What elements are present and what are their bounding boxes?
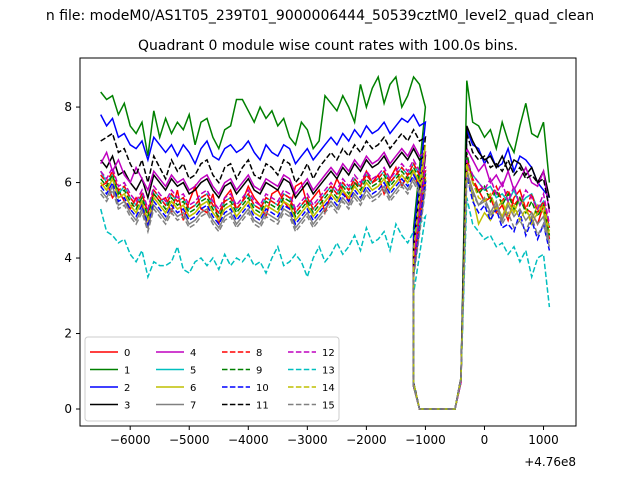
legend-label-8: 8 <box>256 348 262 359</box>
series-line-7 <box>100 170 551 410</box>
y-tick-label: 6 <box>64 176 72 190</box>
legend-box <box>84 336 340 422</box>
series-line-15 <box>100 178 551 410</box>
x-tick-label: −3000 <box>287 433 328 447</box>
x-tick-label: 0 <box>481 433 489 447</box>
series-line-8 <box>100 159 551 410</box>
series-line-13 <box>99 197 551 410</box>
legend-label-14: 14 <box>322 383 335 394</box>
legend-label-1: 1 <box>124 366 130 377</box>
plot-frame <box>79 57 577 427</box>
x-tick-label: −5000 <box>169 433 210 447</box>
x-offset-label: +4.76e8 <box>524 455 576 469</box>
legend-label-12: 12 <box>322 348 335 359</box>
x-tick-label: −1000 <box>405 433 446 447</box>
legend-label-3: 3 <box>124 401 130 412</box>
legend-label-7: 7 <box>190 401 196 412</box>
series-line-14 <box>100 144 551 410</box>
x-axis: −6000 −5000 −4000 −3000 −2000 −1000 0 1000 <box>110 426 559 447</box>
series-line-3 <box>100 125 551 410</box>
chart-title: Quadrant 0 module wise count rates with … <box>138 38 518 54</box>
legend-label-9: 9 <box>256 366 262 377</box>
series-line-1 <box>100 74 551 410</box>
plot-lines <box>99 74 551 410</box>
series-line-4 <box>100 143 551 410</box>
legend-label-5: 5 <box>190 366 196 377</box>
chart-suptitle: n file: modeM0/AS1T05_239T01_9000006444_… <box>46 8 594 24</box>
legend-label-13: 13 <box>322 366 335 377</box>
legend-label-10: 10 <box>256 383 269 394</box>
legend-label-2: 2 <box>124 383 130 394</box>
series-line-11 <box>100 128 551 410</box>
y-tick-label: 0 <box>64 402 72 416</box>
y-tick-label: 4 <box>64 251 72 265</box>
x-tick-label: −4000 <box>228 433 269 447</box>
legend-label-6: 6 <box>190 383 196 394</box>
y-tick-label: 8 <box>64 100 72 114</box>
series-line-10 <box>100 173 551 410</box>
y-tick-label: 2 <box>64 327 72 341</box>
x-tick-label: −6000 <box>110 433 151 447</box>
x-tick-label: 1000 <box>528 433 559 447</box>
y-axis: 0 2 4 6 8 <box>64 100 80 416</box>
legend-label-0: 0 <box>124 348 130 359</box>
x-tick-label: −2000 <box>346 433 387 447</box>
legend-label-4: 4 <box>190 348 196 359</box>
legend-label-11: 11 <box>256 401 269 412</box>
legend-label-15: 15 <box>322 401 335 412</box>
series-line-12 <box>100 158 551 410</box>
